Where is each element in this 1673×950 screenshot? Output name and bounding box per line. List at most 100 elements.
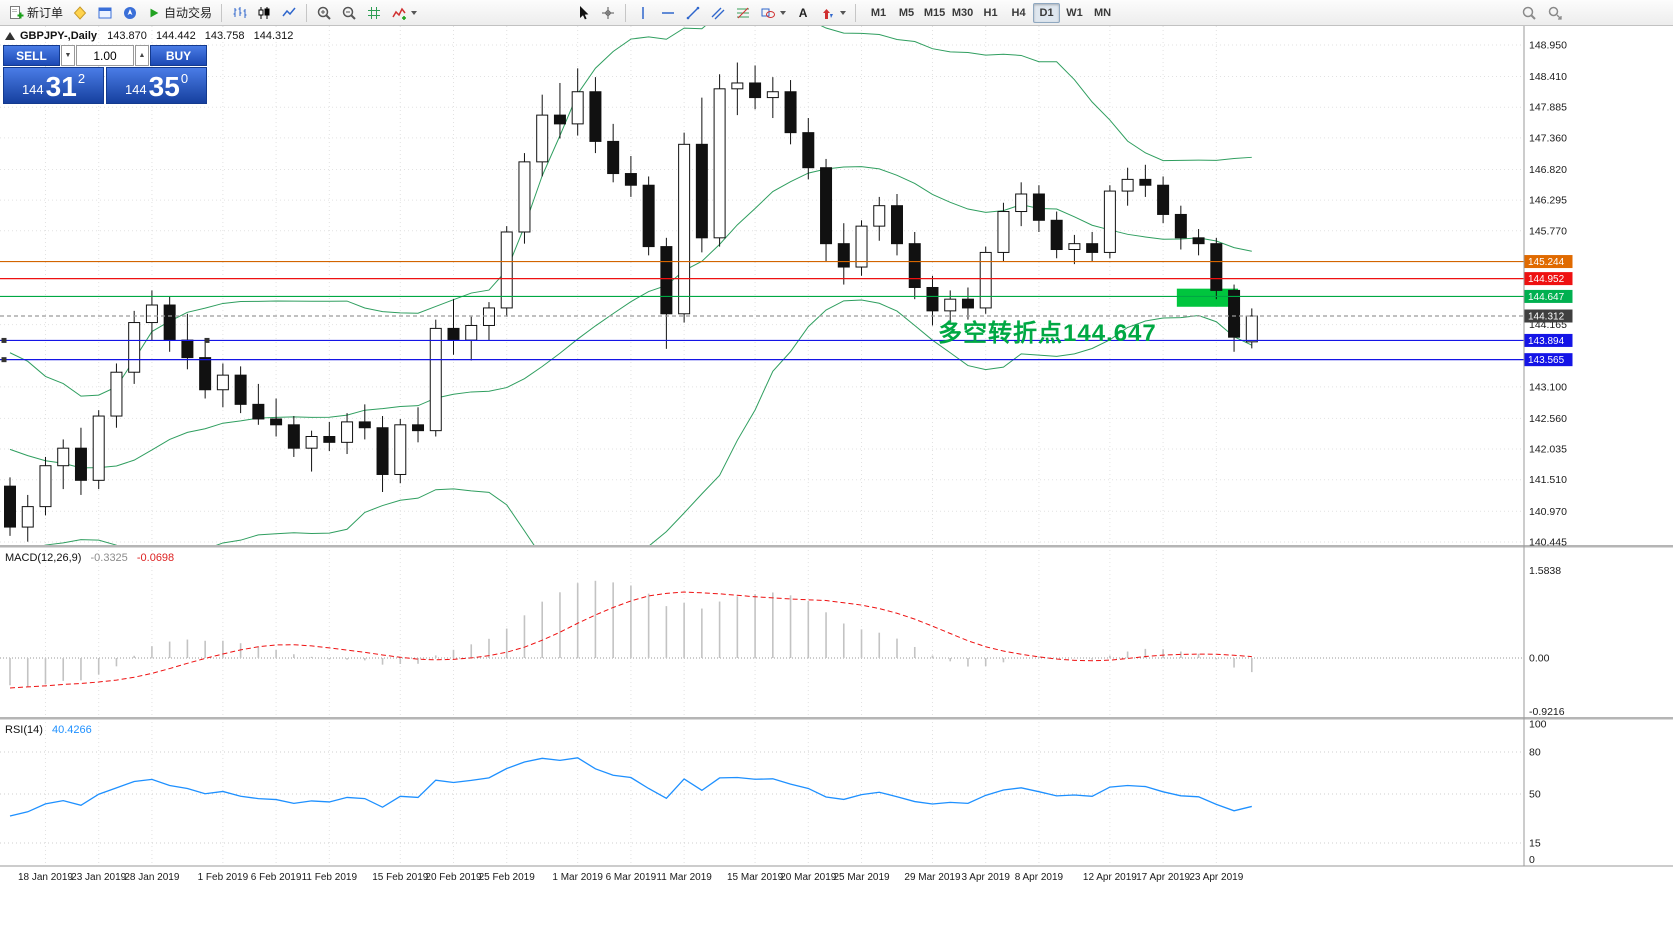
timeframe-MN[interactable]: MN bbox=[1089, 3, 1116, 23]
buy-price-frac: 0 bbox=[180, 71, 189, 86]
channel-tool-button[interactable] bbox=[706, 2, 730, 24]
timeframe-M15[interactable]: M15 bbox=[921, 3, 948, 23]
dropdown-caret-icon bbox=[840, 10, 847, 15]
timeframe-H4[interactable]: H4 bbox=[1005, 3, 1032, 23]
trendline-tool-button[interactable] bbox=[681, 2, 705, 24]
volume-up-button[interactable]: ▲ bbox=[135, 45, 149, 66]
text-tool-button[interactable]: A bbox=[791, 2, 815, 24]
bollinger-bands bbox=[9, 26, 1253, 546]
cursor-button[interactable] bbox=[571, 2, 595, 24]
navigator-button[interactable] bbox=[118, 2, 142, 24]
text-tool-icon: A bbox=[798, 5, 808, 20]
main-toolbar: 新订单 自动交易 bbox=[0, 0, 1673, 26]
svg-text:143.565: 143.565 bbox=[1528, 355, 1565, 366]
date-label: 15 Feb 2019 bbox=[372, 872, 429, 883]
buy-price-prefix: 144 bbox=[124, 82, 147, 97]
date-label: 1 Mar 2019 bbox=[552, 872, 603, 883]
search-button[interactable] bbox=[1517, 2, 1541, 24]
bar-chart-button[interactable] bbox=[227, 2, 251, 24]
toolbar-separator bbox=[625, 3, 627, 22]
vertical-line-tool-button[interactable] bbox=[631, 2, 655, 24]
date-label: 25 Feb 2019 bbox=[479, 872, 536, 883]
candlestick-chart-button[interactable] bbox=[252, 2, 276, 24]
price-badge-144.647 bbox=[1524, 289, 1573, 303]
sell-button[interactable]: SELL bbox=[3, 45, 60, 66]
horizontal-line-icon bbox=[662, 11, 675, 14]
vertical-line-icon bbox=[642, 6, 644, 19]
date-label: 6 Mar 2019 bbox=[606, 872, 657, 883]
macd-header: MACD(12,26,9) -0.3325 -0.0698 bbox=[5, 552, 174, 564]
date-label: 11 Mar 2019 bbox=[656, 872, 712, 883]
buy-button[interactable]: BUY bbox=[150, 45, 207, 66]
timeframe-H1[interactable]: H1 bbox=[977, 3, 1004, 23]
timeframe-M5[interactable]: M5 bbox=[893, 3, 920, 23]
sell-price-prefix: 144 bbox=[21, 82, 44, 97]
svg-text:147.360: 147.360 bbox=[1529, 132, 1567, 144]
svg-text:141.510: 141.510 bbox=[1529, 474, 1567, 486]
pivot-highlight-rect bbox=[1176, 288, 1239, 307]
grid bbox=[0, 26, 1524, 866]
svg-text:148.950: 148.950 bbox=[1529, 39, 1567, 51]
price-scale: 148.950 148.410 147.885 147.360 146.820 146.2… bbox=[1523, 26, 1573, 866]
shapes-tool-button[interactable] bbox=[756, 2, 790, 24]
rsi-value: 40.4266 bbox=[51, 724, 92, 736]
crosshair-button[interactable] bbox=[596, 2, 620, 24]
timeframe-D1[interactable]: D1 bbox=[1033, 2, 1061, 23]
pane-splitter[interactable] bbox=[0, 545, 1673, 548]
shapes-icon bbox=[761, 8, 776, 18]
sell-price[interactable]: 144 31 2 bbox=[3, 67, 104, 104]
new-order-label: 新订单 bbox=[27, 6, 64, 20]
pane-splitter[interactable] bbox=[0, 717, 1673, 720]
ohlc-open: 143.870 bbox=[107, 30, 147, 42]
svg-text:144.312: 144.312 bbox=[1528, 312, 1565, 323]
data-window-button[interactable] bbox=[93, 2, 117, 24]
autotrading-button[interactable]: 自动交易 bbox=[143, 2, 216, 24]
svg-text:100: 100 bbox=[1529, 719, 1547, 731]
line-chart-button[interactable] bbox=[277, 2, 301, 24]
ohlc-close: 144.312 bbox=[253, 30, 294, 42]
timeframe-M30[interactable]: M30 bbox=[949, 3, 976, 23]
chart-canvas[interactable]: 148.950 148.410 147.885 147.360 146.820 146.2… bbox=[0, 26, 1673, 950]
svg-text:146.820: 146.820 bbox=[1529, 164, 1567, 176]
dropdown-caret-icon bbox=[780, 10, 787, 15]
candlestick-chart-icon bbox=[258, 6, 270, 19]
date-label: 8 Apr 2019 bbox=[1015, 872, 1064, 883]
grid-button[interactable] bbox=[362, 2, 386, 24]
svg-text:15: 15 bbox=[1529, 838, 1541, 850]
fibonacci-tool-button[interactable] bbox=[731, 2, 755, 24]
svg-text:0: 0 bbox=[1529, 854, 1535, 866]
zoom-out-button[interactable] bbox=[337, 2, 361, 24]
zoom-in-button[interactable] bbox=[312, 2, 336, 24]
one-click-toggle[interactable] bbox=[5, 32, 15, 40]
indicators-button[interactable] bbox=[387, 2, 421, 24]
svg-text:146.295: 146.295 bbox=[1529, 195, 1567, 207]
arrows-tool-button[interactable] bbox=[816, 2, 850, 24]
toolbar-separator bbox=[855, 3, 857, 22]
market-watch-button[interactable] bbox=[68, 2, 92, 24]
new-order-button[interactable]: 新订单 bbox=[4, 2, 67, 24]
sell-menu-button[interactable]: ▼ bbox=[61, 45, 75, 66]
date-label: 3 Apr 2019 bbox=[962, 872, 1011, 883]
dropdown-caret-icon bbox=[411, 10, 418, 15]
price-badge-145.244 bbox=[1524, 255, 1573, 269]
timeframe-W1[interactable]: W1 bbox=[1061, 3, 1088, 23]
new-order-icon bbox=[10, 5, 24, 19]
timeframe-M1[interactable]: M1 bbox=[865, 3, 892, 23]
volume-input[interactable] bbox=[76, 45, 134, 66]
horizontal-line-tool-button[interactable] bbox=[656, 2, 680, 24]
timeframe-group: M1 M5 M15 M30 H1 H4 D1 W1 MN bbox=[865, 2, 1116, 23]
channel-icon bbox=[711, 7, 725, 19]
date-label: 28 Jan 2019 bbox=[124, 872, 179, 883]
search-icon bbox=[1522, 6, 1536, 20]
fibonacci-icon bbox=[737, 7, 750, 18]
toolbar-separator bbox=[306, 3, 308, 22]
ohlc-high: 144.442 bbox=[155, 30, 196, 42]
market-watch-icon bbox=[73, 5, 87, 20]
price-badge-143.565 bbox=[1524, 353, 1573, 367]
zoom-cursor-button[interactable] bbox=[1543, 2, 1567, 24]
buy-price[interactable]: 144 35 0 bbox=[106, 67, 207, 104]
date-label: 25 Mar 2019 bbox=[833, 872, 890, 883]
oct-prices-row: 144 31 2 144 35 0 bbox=[3, 67, 209, 104]
rsi-label: RSI(14) bbox=[5, 724, 43, 736]
